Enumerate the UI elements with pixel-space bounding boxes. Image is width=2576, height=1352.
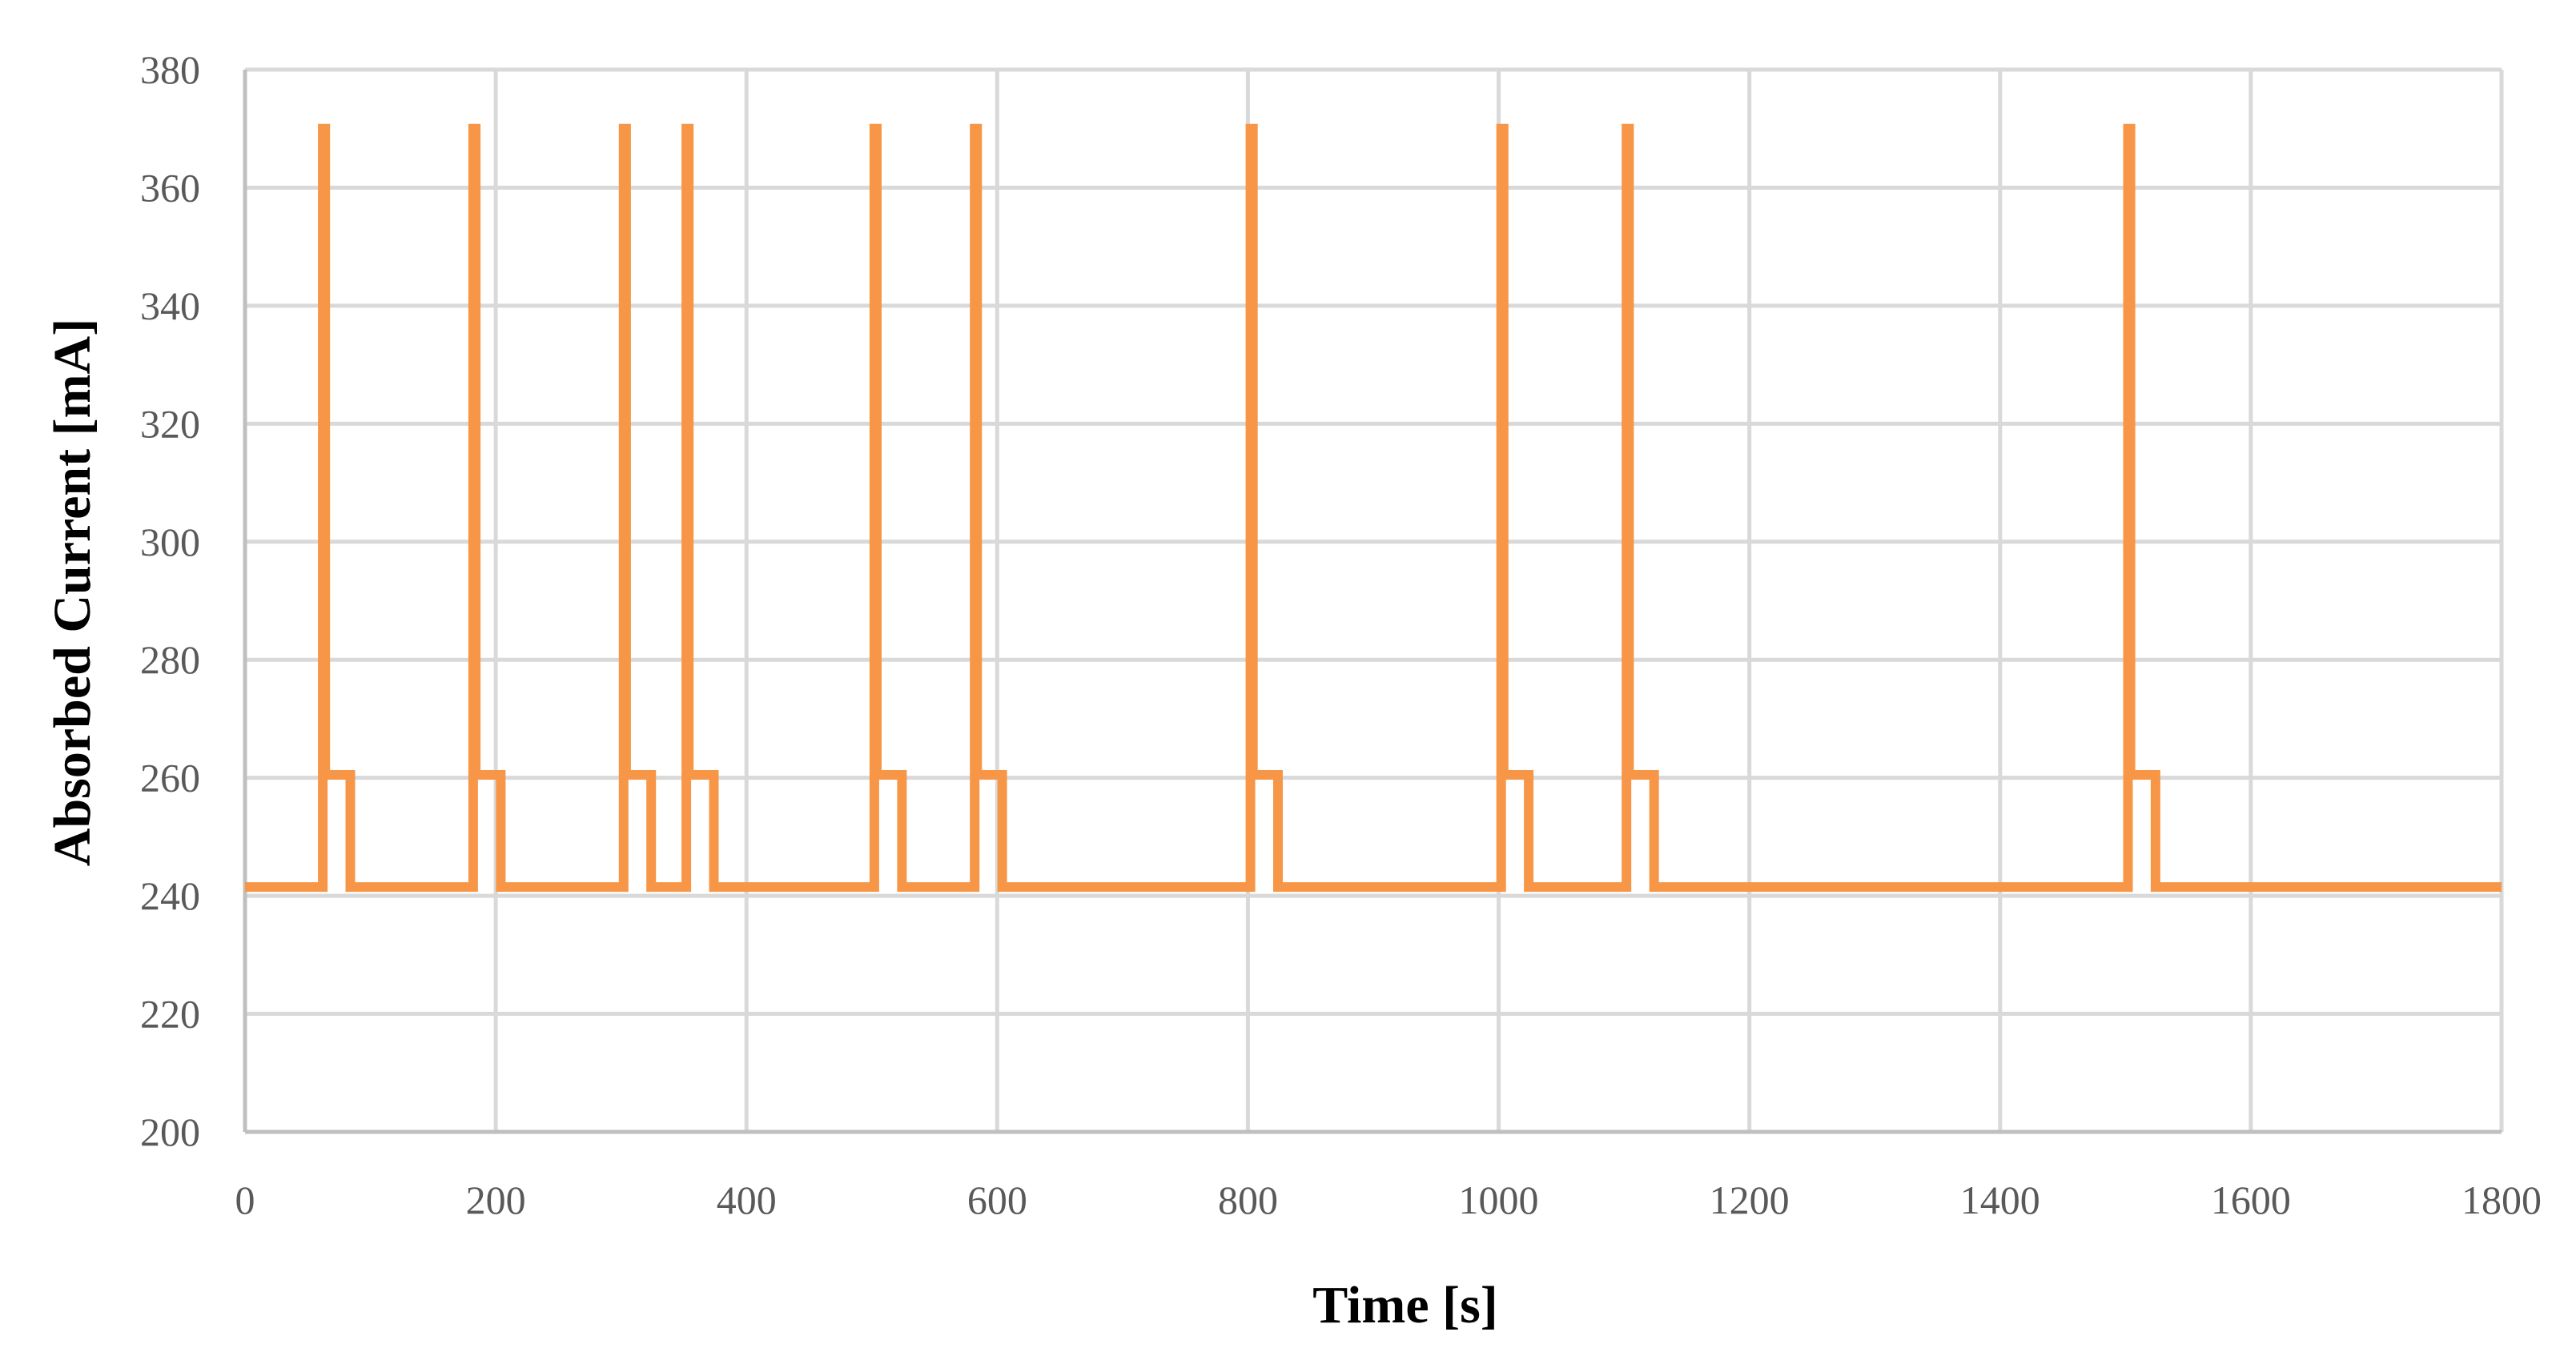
x-tick-label: 600 xyxy=(967,1177,1027,1222)
x-tick-label: 1400 xyxy=(1960,1177,2040,1222)
x-tick-label: 400 xyxy=(717,1177,777,1222)
y-tick-label: 340 xyxy=(140,283,200,328)
y-tick-label: 240 xyxy=(140,873,200,918)
axes xyxy=(243,70,2502,1134)
x-tick-label: 200 xyxy=(466,1177,526,1222)
series-layer xyxy=(245,123,2502,893)
tick-labels: 200 220 240 260 280 300 320 340 360 380 0 200 400 600… xyxy=(140,47,2542,1222)
x-tick-label: 1800 xyxy=(2461,1177,2542,1222)
y-tick-label: 220 xyxy=(140,992,200,1037)
y-axis-title: Absorbed Current [mA] xyxy=(43,319,102,866)
y-tick-label: 320 xyxy=(140,401,200,446)
y-tick-label: 200 xyxy=(140,1109,200,1154)
x-axis-title: Time [s] xyxy=(1312,1276,1498,1334)
y-tick-label: 280 xyxy=(140,637,200,682)
x-tick-label: 0 xyxy=(235,1177,255,1222)
gridlines xyxy=(245,67,2504,1132)
series-line xyxy=(245,123,2502,893)
y-tick-label: 380 xyxy=(140,47,200,92)
x-tick-label: 1000 xyxy=(1459,1177,1539,1222)
x-tick-label: 800 xyxy=(1218,1177,1278,1222)
y-tick-label: 360 xyxy=(140,165,200,210)
y-tick-label: 260 xyxy=(140,756,200,800)
x-tick-label: 1200 xyxy=(1710,1177,1790,1222)
y-tick-label: 300 xyxy=(140,520,200,564)
x-tick-label: 1600 xyxy=(2211,1177,2291,1222)
